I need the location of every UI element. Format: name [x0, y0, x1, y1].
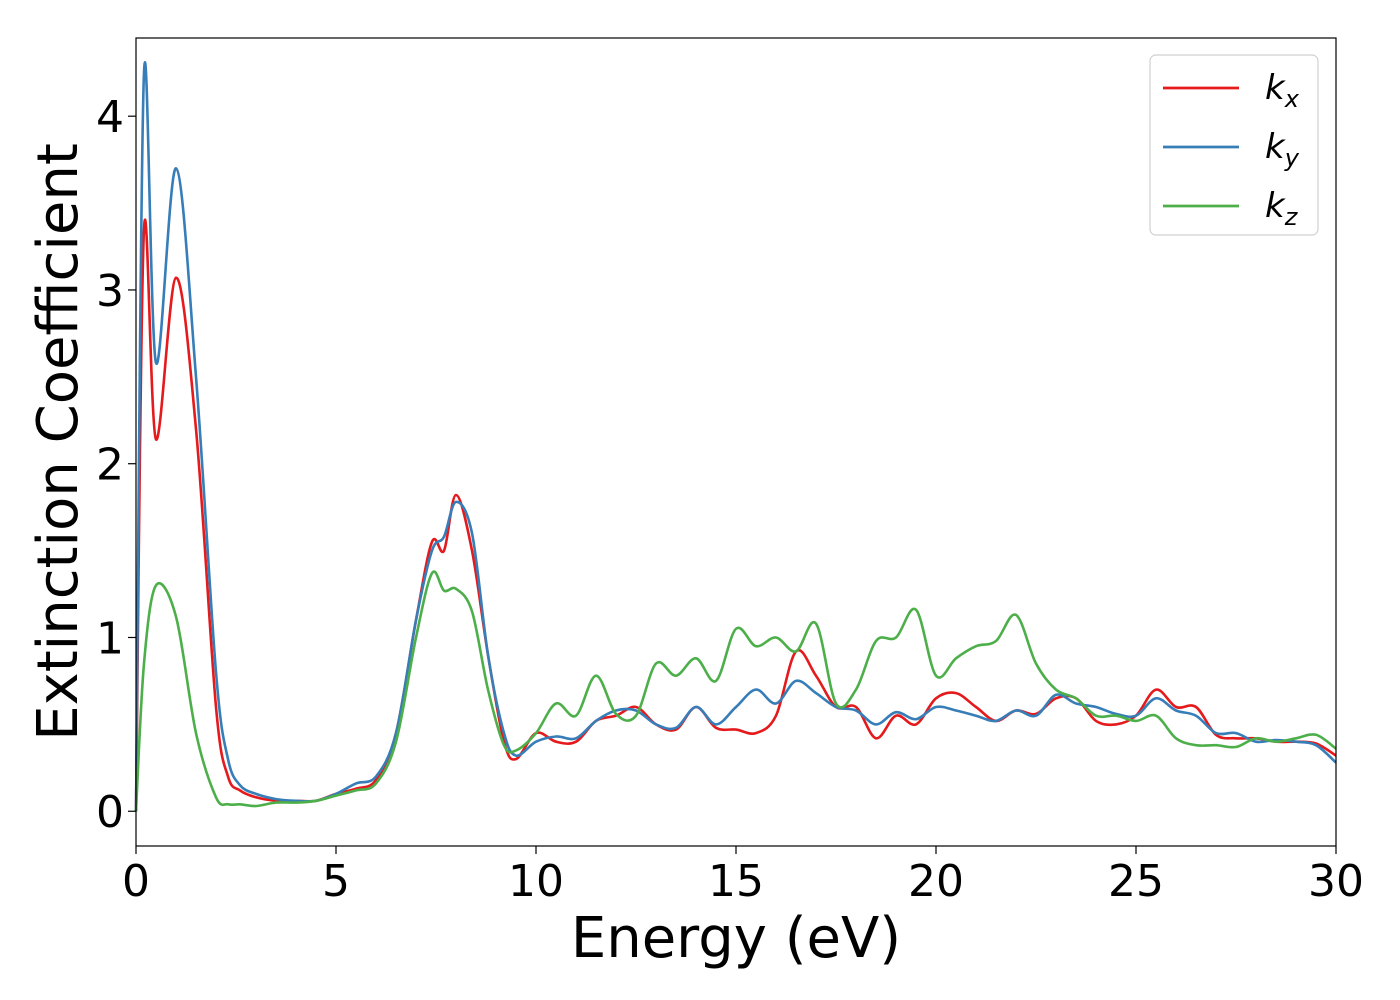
legend-label-k-y: ky	[1265, 127, 1300, 172]
legend-label-k-z: kz	[1265, 186, 1299, 231]
y-tick-label: 4	[96, 92, 124, 143]
legend-box	[1149, 54, 1319, 236]
y-tick-label: 0	[96, 787, 124, 838]
series-line-k-x	[134, 218, 1337, 812]
x-tick-label: 30	[1308, 856, 1364, 907]
x-axis-label: Energy (eV)	[571, 906, 901, 971]
legend-label-k-x: kx	[1265, 68, 1300, 113]
plot-area	[136, 38, 1336, 846]
x-tick-label: 15	[708, 856, 764, 907]
y-axis-label: Extinction Coefficient	[26, 143, 91, 741]
y-tick-label: 3	[96, 266, 124, 317]
y-tick-label: 1	[96, 613, 124, 664]
legend: kx ky kz	[1149, 54, 1319, 236]
x-tick-label: 25	[1108, 856, 1164, 907]
series-line-k-y	[134, 61, 1337, 812]
x-axis-ticks: 0 5 10 15 20 25 30	[122, 846, 1364, 907]
series-layer	[134, 61, 1337, 812]
y-axis-ticks: 0 1 2 3 4	[96, 92, 136, 838]
y-tick-label: 2	[96, 440, 124, 491]
x-tick-label: 5	[322, 856, 350, 907]
x-tick-label: 0	[122, 856, 150, 907]
x-tick-label: 20	[908, 856, 964, 907]
x-tick-label: 10	[508, 856, 564, 907]
series-line-k-z	[134, 570, 1337, 812]
